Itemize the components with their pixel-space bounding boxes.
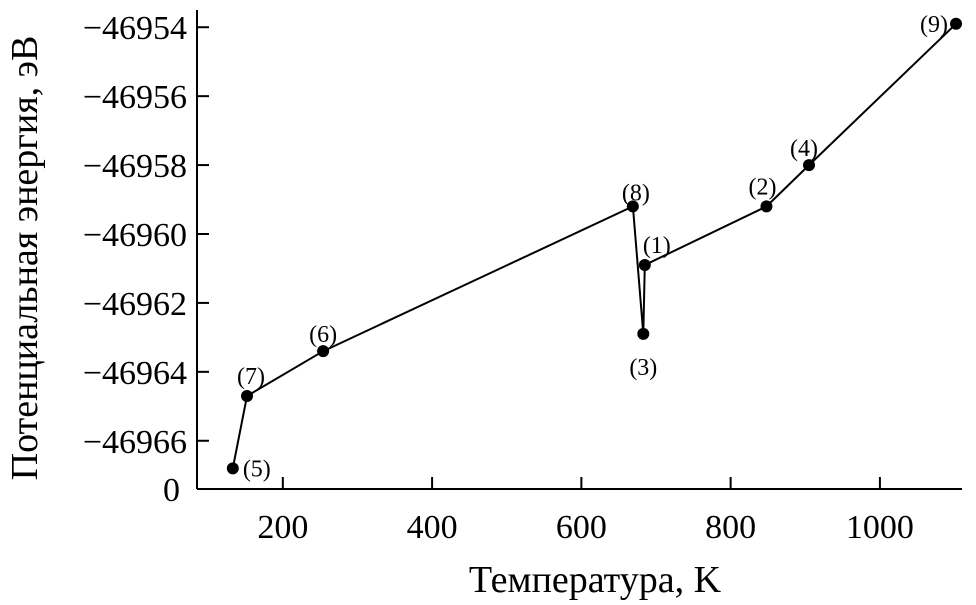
data-point-label: (7) bbox=[237, 364, 265, 390]
data-point-label: (4) bbox=[790, 136, 818, 162]
data-point bbox=[760, 200, 773, 213]
data-point bbox=[803, 159, 815, 172]
data-point bbox=[950, 17, 963, 30]
data-point-label: (2) bbox=[748, 174, 776, 200]
data-point bbox=[637, 327, 650, 340]
x-axis-title: Температура, K bbox=[469, 559, 722, 601]
y-tick-label: −46956 bbox=[83, 79, 187, 116]
axes bbox=[196, 10, 962, 490]
series-line bbox=[231, 23, 957, 469]
y-ticks: −46954 −46956 −46958 −46960 −46962 −46964 −469… bbox=[83, 10, 209, 461]
y-tick-label: −46960 bbox=[83, 217, 187, 254]
data-point bbox=[241, 389, 254, 402]
x-tick-label: 800 bbox=[705, 509, 756, 546]
data-point-label: (6) bbox=[309, 322, 337, 348]
y-tick-label: −46964 bbox=[83, 355, 187, 392]
x-tick-label: 600 bbox=[556, 509, 607, 546]
data-point-label: (3) bbox=[629, 355, 657, 381]
x-tick-label: 1000 bbox=[846, 509, 914, 546]
y-axis-title: Потенциальная энергия, эВ bbox=[4, 36, 46, 481]
data-point-label: (8) bbox=[622, 180, 650, 206]
data-point-label: (5) bbox=[243, 456, 271, 482]
y-tick-label: −46966 bbox=[83, 424, 187, 461]
data-point bbox=[226, 462, 239, 475]
y-tick-label: −46958 bbox=[83, 148, 187, 185]
x-tick-label: 400 bbox=[407, 509, 458, 546]
series: (5) (7) (6) (8) (3) (1) (2) (4) (9) bbox=[226, 12, 963, 482]
x-ticks: 200 400 600 800 1000 bbox=[257, 477, 914, 546]
data-point bbox=[638, 259, 651, 272]
data-point-label: (1) bbox=[643, 233, 671, 259]
y-origin-label: 0 bbox=[163, 472, 180, 509]
y-tick-label: −46954 bbox=[83, 10, 187, 47]
data-point bbox=[317, 345, 330, 358]
x-tick-label: 200 bbox=[257, 509, 308, 546]
data-points: (5) (7) (6) (8) (3) (1) (2) (4) (9) bbox=[226, 12, 963, 482]
y-tick-label: −46962 bbox=[83, 286, 187, 323]
data-point bbox=[626, 200, 639, 213]
data-point-label: (9) bbox=[920, 12, 948, 38]
